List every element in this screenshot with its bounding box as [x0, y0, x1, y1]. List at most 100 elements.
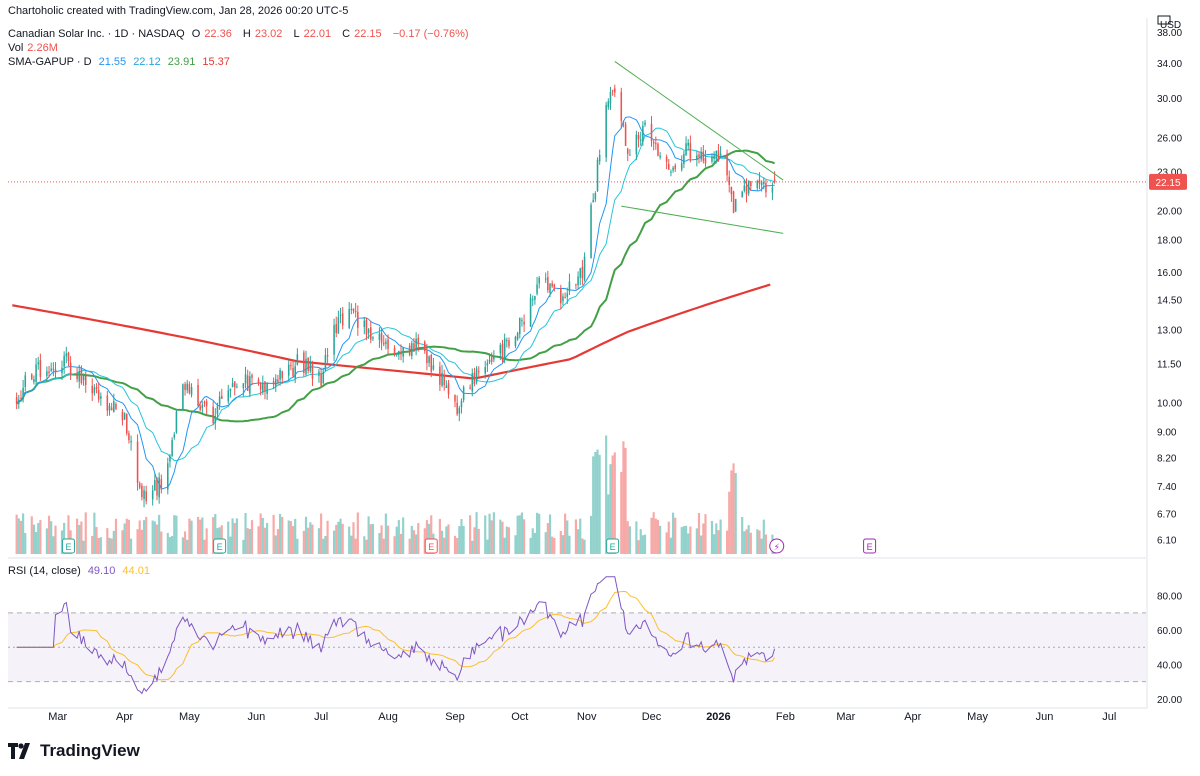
candle-body: [95, 386, 98, 390]
candle-body: [592, 199, 594, 203]
volume-label: Vol: [8, 42, 24, 54]
dividend-marker: [769, 538, 785, 554]
candle-body: [350, 308, 353, 310]
symbol-legend[interactable]: Canadian Solar Inc. · 1D · NASDAQ O 22.36…: [8, 27, 473, 41]
candle-body: [354, 311, 357, 313]
volume-bar: [410, 525, 413, 554]
volume-bar: [469, 515, 472, 554]
volume-bar: [127, 519, 131, 554]
symbol-name[interactable]: Canadian Solar Inc. · 1D · NASDAQ: [8, 28, 185, 40]
candle-body: [411, 343, 413, 357]
candle-body: [266, 383, 268, 394]
candle-body: [335, 324, 338, 334]
volume-bar: [78, 524, 81, 554]
candle-body: [272, 381, 275, 385]
volume-bar: [669, 537, 673, 554]
volume-bar: [350, 535, 353, 554]
rsi-legend[interactable]: RSI (14, close) 49.10 44.01: [8, 564, 154, 578]
volume-legend[interactable]: Vol 2.26M: [8, 41, 62, 55]
volume-bar: [514, 535, 517, 554]
sma-legend[interactable]: SMA-GAPUP · D 21.55 22.12 23.91 15.37: [8, 55, 234, 69]
candle-body: [415, 338, 417, 350]
volume-bar: [52, 536, 55, 554]
volume-bar: [99, 537, 102, 554]
candle-body: [577, 276, 579, 286]
volume-bar: [749, 532, 752, 554]
candle-body: [115, 403, 117, 409]
volume-bar: [332, 530, 336, 554]
volume-bar: [274, 535, 277, 554]
candle-body: [136, 441, 139, 483]
candle-body: [447, 383, 450, 395]
candle-body: [305, 358, 307, 375]
price-tick-label: 10.00: [1157, 399, 1182, 410]
candle-body: [538, 277, 540, 284]
volume-bar: [415, 534, 418, 554]
candle-body: [773, 179, 776, 182]
candle-body: [138, 483, 141, 488]
volume-bar: [687, 533, 690, 554]
volume-bar: [643, 534, 647, 554]
candle-body: [46, 371, 48, 376]
candle-body: [456, 402, 458, 415]
candle-body: [665, 156, 668, 162]
volume-bar: [564, 513, 567, 554]
volume-bar: [186, 539, 189, 554]
candle-body: [564, 297, 566, 299]
volume-bar: [747, 525, 750, 554]
candle-body: [441, 372, 443, 386]
candle-body: [20, 398, 22, 400]
time-tick-label: May: [179, 711, 200, 723]
volume-bar: [201, 517, 204, 554]
volume-bar: [93, 512, 96, 554]
candle-body: [281, 371, 284, 379]
volume-bar: [82, 540, 85, 554]
candle-body: [575, 284, 577, 286]
volume-bar: [462, 526, 465, 554]
volume-bar: [259, 513, 262, 554]
sma-50-line: [15, 149, 776, 423]
candle-body: [417, 337, 420, 345]
volume-bar: [63, 522, 66, 554]
candle-body: [747, 180, 750, 194]
volume-bar: [518, 515, 521, 554]
candle-body: [303, 352, 305, 373]
volume-bar: [395, 526, 398, 554]
volume-bar: [307, 527, 310, 554]
volume-bar: [45, 528, 48, 554]
candle-body: [339, 314, 342, 316]
high-value: 23.02: [254, 28, 283, 40]
candle-body: [493, 356, 495, 360]
tradingview-logo[interactable]: TradingView: [8, 741, 140, 761]
volume-bar: [725, 530, 729, 554]
volume-bar: [477, 528, 480, 554]
volume-bar: [728, 491, 731, 554]
volume-bar: [533, 532, 536, 554]
volume-bar: [743, 531, 746, 554]
volume-bar: [47, 515, 51, 554]
volume-bar: [762, 519, 765, 554]
volume-bar: [654, 518, 657, 554]
volume-bar: [397, 520, 400, 554]
rsi-tick-label: 80.00: [1157, 592, 1182, 603]
volume-bar: [84, 512, 87, 554]
earnings-marker-label: E: [867, 542, 873, 552]
candle-body: [246, 375, 249, 391]
candle-body: [309, 361, 312, 372]
candle-body: [154, 480, 156, 491]
candle-body: [292, 367, 294, 376]
candle-body: [596, 159, 599, 191]
volume-bar: [598, 454, 601, 554]
volume-bar: [503, 537, 506, 554]
volume-bar: [730, 470, 733, 554]
volume-bar: [276, 529, 280, 554]
candle-body: [395, 353, 398, 355]
candle-body: [726, 153, 728, 176]
volume-bar: [760, 538, 763, 554]
candle-body: [635, 134, 638, 155]
candle-body: [622, 121, 625, 124]
candle-body: [717, 150, 720, 157]
candle-body: [22, 387, 24, 400]
volume-bar: [453, 535, 457, 554]
